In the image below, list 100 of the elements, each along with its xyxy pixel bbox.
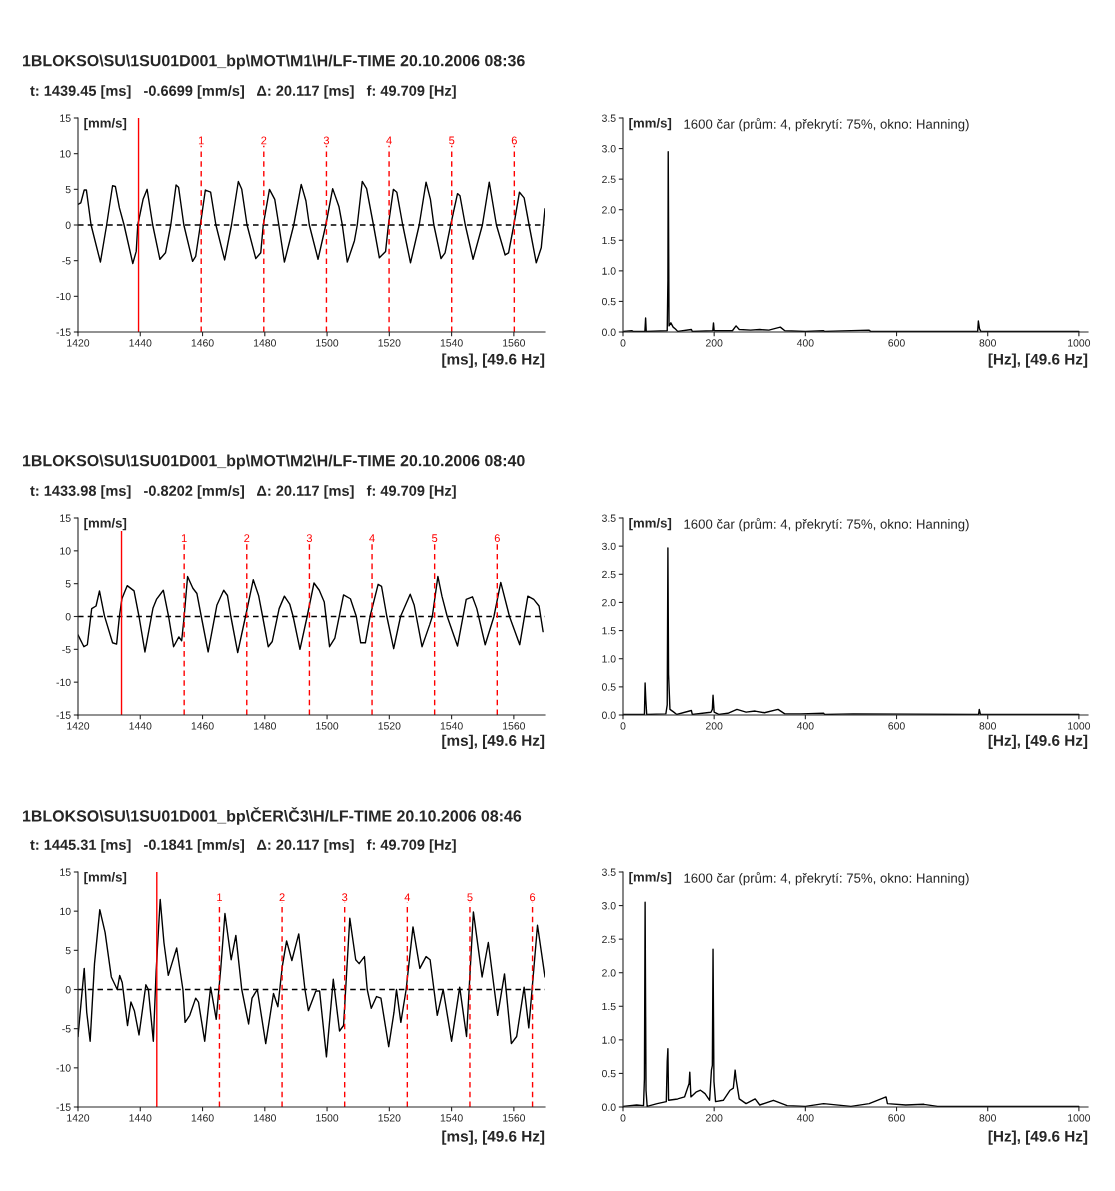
chart-title: 1BLOKSO\SU\1SU01D001_bp\MOT\M1\H/LF-TIME 20.10.2006 08:36 [23,54,525,70]
y-tick-label: 3.0 [601,902,616,910]
annotation: 3 [342,893,348,902]
y-tick-label: 0 [65,613,71,621]
y-tick-label: 0.5 [601,1069,616,1078]
chart-title: 1BLOKSO\SU\1SU01D001_bp\MOT\M2\H/LF-TIME 20.10.2006 08:40 [23,454,525,470]
y-tick-label: 3.5 [601,868,616,876]
annotation: 4 [386,136,392,145]
y-tick-label: -5 [62,257,71,265]
y-tick-label: 3.5 [601,514,616,522]
y-axis-title: [mm/s] [84,518,127,531]
annotation: 2 [279,893,285,902]
x-tick-label: 1420 [67,339,90,347]
annotation: 5 [449,136,455,145]
x-tick-label: 1480 [254,722,276,730]
x-tick-label: 200 [706,1114,723,1122]
x-tick-label: 1560 [503,1114,526,1122]
x-axis-title: [ms], [49.6 Hz] [442,1130,545,1145]
x-tick-label: 1500 [316,722,339,730]
x-tick-label: 1560 [503,722,526,730]
y-tick-label: 0.0 [601,1103,616,1111]
annotation: 3 [323,136,330,145]
chart-title: 1BLOKSO\SU\1SU01D001_bp\ČER\Č3\H/LF-TIME 20.10.2006 08:46 [23,807,522,825]
x-tick-label: 1560 [503,339,526,347]
x-tick-label: 1520 [378,339,401,347]
x-tick-label: 1500 [316,339,339,347]
chart-title: 1600 čar (prům: 4, překrytí: 75%, okno: Hanning) [684,872,969,886]
y-tick-label: 1.5 [602,1002,616,1011]
y-tick-label: 1.0 [602,655,616,663]
y-tick-label: -5 [62,1025,71,1033]
y-tick-label: -10 [56,678,71,687]
y-tick-label: 0 [65,986,71,994]
y-tick-label: 3.0 [601,542,616,551]
y-tick-label: 2.0 [602,206,616,214]
y-tick-label: 15 [60,868,71,876]
x-tick-label: 1420 [67,1114,90,1122]
x-tick-label: 1540 [440,722,463,730]
x-tick-label: 400 [796,339,814,347]
x-tick-label: 1440 [129,1114,152,1122]
x-tick-label: 1520 [378,1114,401,1122]
annotation: 1 [217,893,222,902]
x-axis-title: [Hz], [49.6 Hz] [988,734,1088,749]
x-tick-label: 1540 [440,1114,463,1122]
y-tick-label: 10 [60,547,71,555]
annotation: 5 [467,893,473,902]
y-tick-label: 5 [65,946,71,955]
y-tick-label: 0 [65,221,71,229]
x-tick-label: 1000 [1068,722,1091,730]
x-tick-label: 1540 [440,339,463,347]
y-tick-label: -15 [56,1103,71,1111]
y-tick-label: 0.0 [601,711,616,719]
y-tick-label: -10 [56,1064,71,1072]
x-tick-label: 1460 [191,722,214,730]
chart-subtitle: t: 1439.45 [ms] -0.6699 [mm/s] Δ: 20.117 [ms] f: 49.709 [Hz] [30,85,456,99]
y-axis-title: [mm/s] [629,872,672,885]
annotation: 1 [198,136,204,145]
y-axis-title: [mm/s] [629,518,672,531]
x-tick-label: 1000 [1068,339,1091,347]
y-axis-title: [mm/s] [84,872,127,885]
y-tick-label: 2.5 [602,935,616,944]
y-tick-label: 3.0 [601,145,616,153]
x-axis-title: [Hz], [49.6 Hz] [988,353,1088,368]
x-tick-label: 200 [706,722,723,730]
y-tick-label: 1.0 [602,1036,616,1044]
x-tick-label: 0 [620,339,626,347]
x-tick-label: 1440 [129,339,152,347]
y-tick-label: -15 [56,711,71,719]
annotation: 1 [181,534,187,542]
y-tick-label: 2.0 [602,969,616,977]
chart-title: 1600 čar (prům: 4, překrytí: 75%, okno: Hanning) [684,118,969,132]
y-tick-label: -5 [62,645,71,654]
y-tick-label: 2.0 [602,598,616,607]
x-tick-label: 600 [888,722,905,730]
x-tick-label: 1000 [1068,1114,1091,1122]
x-axis-title: [ms], [49.6 Hz] [442,353,545,368]
y-tick-label: 10 [60,150,71,158]
y-tick-label: 3.5 [601,114,616,122]
annotation: 4 [404,893,411,902]
x-tick-label: 400 [796,1114,814,1122]
x-tick-label: 600 [888,1114,905,1122]
annotation: 6 [530,893,536,902]
annotation: 3 [306,534,313,543]
y-tick-label: 15 [60,114,71,122]
y-tick-label: 5 [65,580,71,588]
chart-title: 1600 čar (prům: 4, překrytí: 75%, okno: Hanning) [684,518,969,532]
annotation: 4 [369,534,375,542]
x-tick-label: 600 [888,339,905,347]
line-series [78,180,545,265]
y-tick-label: 2.5 [602,175,616,184]
x-axis-title: [Hz], [49.6 Hz] [988,1130,1088,1145]
x-tick-label: 1460 [191,1114,214,1122]
x-tick-label: 1480 [254,339,276,347]
y-tick-label: 2.5 [602,570,616,579]
y-tick-label: 5 [65,185,71,194]
x-tick-label: 800 [979,1114,996,1122]
line-series [78,575,544,654]
x-tick-label: 1500 [316,1114,339,1122]
x-tick-label: 0 [620,1114,626,1122]
y-tick-label: 15 [60,514,71,522]
x-tick-label: 1420 [67,722,90,730]
